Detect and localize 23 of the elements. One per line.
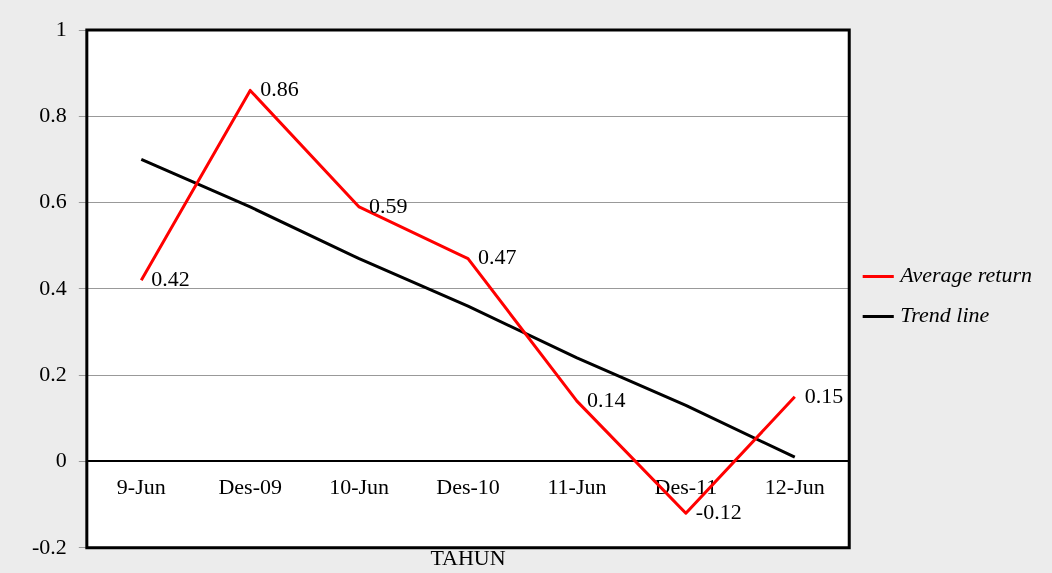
data-label: 0.42 [151,266,190,292]
y-tick-label: 0.4 [39,274,67,300]
legend-label: Average return [898,262,1032,288]
y-tick-label: -0.2 [32,533,67,559]
x-axis-title: TAHUN [430,544,506,570]
x-tick-label: 9-Jun [116,474,166,500]
y-tick-label: 1 [55,15,67,41]
y-tick-label: 0 [55,447,67,473]
y-tick-label: 0.2 [39,360,67,386]
y-tick-label: 0.8 [39,102,67,128]
data-label: 0.86 [260,76,299,102]
data-label: -0.12 [695,499,742,525]
data-label: 0.59 [369,192,408,218]
data-label: 0.14 [586,386,626,412]
x-tick-label: 10-Jun [329,474,390,500]
legend-label: Trend line [900,302,990,328]
y-tick-label: 0.6 [39,188,67,214]
x-tick-label: 11-Jun [547,474,607,500]
x-tick-label: Des-09 [218,474,282,500]
data-label: 0.47 [478,244,517,270]
x-tick-label: Des-10 [436,474,500,500]
data-label: 0.15 [804,382,844,408]
x-tick-label: 12-Jun [764,474,825,500]
